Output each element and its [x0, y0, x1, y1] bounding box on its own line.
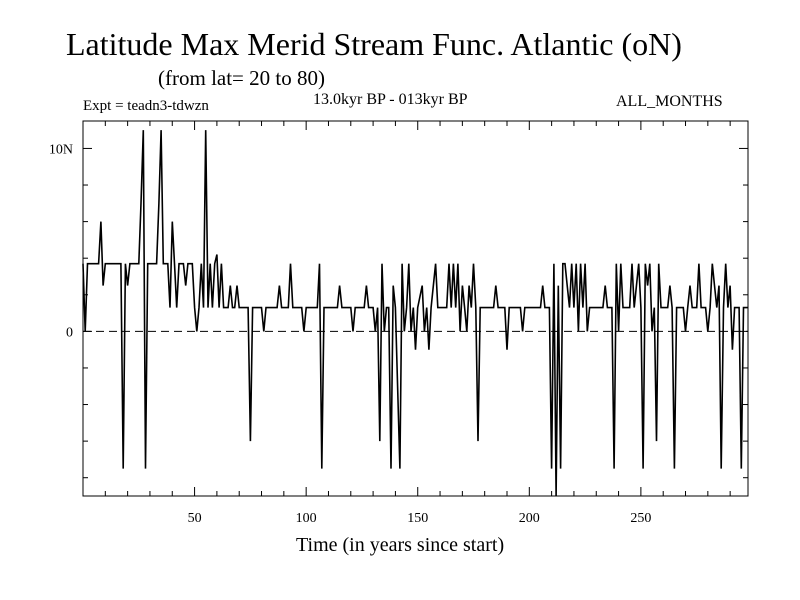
tick-labels: 50 100 150 200 250 0 10N [49, 142, 652, 526]
months-label: ALL_MONTHS [616, 93, 723, 110]
chart-title: Latitude Max Merid Stream Func. Atlantic… [66, 26, 682, 62]
y-tick-label: 0 [66, 325, 73, 340]
y-tick-label: 10N [49, 142, 73, 157]
experiment-label: Expt = teadn3-tdwzn [83, 98, 209, 114]
x-tick-label: 250 [630, 511, 651, 526]
x-tick-label: 150 [407, 511, 428, 526]
x-tick-label: 100 [296, 511, 317, 526]
plot-frame [82, 120, 749, 497]
chart-subtitle: (from lat= 20 to 80) [158, 66, 325, 90]
period-label: 13.0kyr BP - 013kyr BP [313, 91, 468, 108]
axis-ticks [83, 121, 748, 496]
x-axis-label: Time (in years since start) [296, 534, 505, 556]
series-line [82, 130, 748, 497]
x-tick-label: 200 [519, 511, 540, 526]
x-tick-label: 50 [188, 511, 202, 526]
